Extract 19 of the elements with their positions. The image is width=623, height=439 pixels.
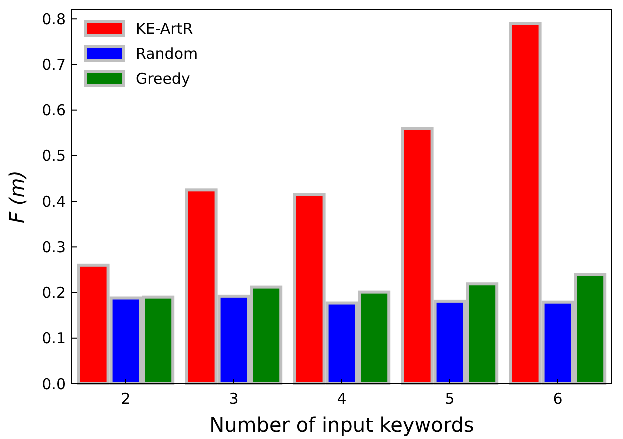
x-tick-label: 3 bbox=[229, 390, 239, 408]
x-tick-label: 5 bbox=[445, 390, 455, 408]
y-tick-label: 0.3 bbox=[42, 238, 66, 256]
y-tick-label: 0.2 bbox=[42, 284, 66, 302]
legend-label: Random bbox=[136, 45, 198, 63]
x-tick-label: 2 bbox=[121, 390, 131, 408]
y-tick-label: 0.7 bbox=[42, 56, 66, 74]
legend-label: KE-ArtR bbox=[136, 20, 194, 38]
y-axis-title: F (m) bbox=[5, 170, 29, 224]
x-tick-label: 4 bbox=[337, 390, 347, 408]
y-tick-label: 0.0 bbox=[42, 375, 66, 394]
y-tick-label: 0.5 bbox=[42, 147, 66, 166]
legend-label: Greedy bbox=[136, 70, 190, 88]
x-axis-title: Number of input keywords bbox=[210, 413, 474, 437]
y-tick-label: 0.8 bbox=[42, 10, 66, 28]
y-tick-label: 0.6 bbox=[42, 102, 66, 120]
y-tick-label: 0.4 bbox=[42, 192, 66, 211]
x-tick-label: 6 bbox=[553, 390, 563, 408]
y-tick-label: 0.1 bbox=[42, 330, 66, 348]
